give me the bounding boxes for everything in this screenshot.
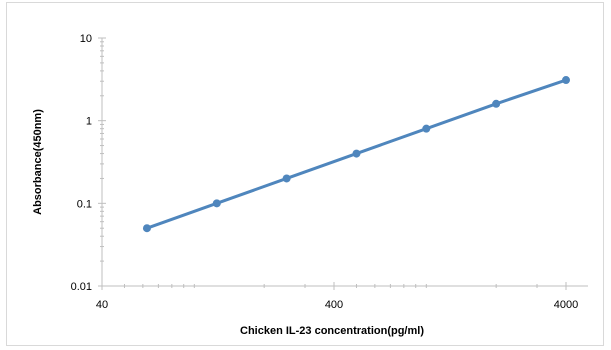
y-tick-label: 0.1 bbox=[77, 198, 92, 210]
y-axis: 0.01 0.1 1 10 bbox=[71, 33, 106, 293]
y-tick-label: 1 bbox=[86, 116, 92, 128]
data-point bbox=[282, 174, 291, 183]
y-tick-label: 0.01 bbox=[71, 281, 92, 293]
x-tick-label: 400 bbox=[325, 299, 343, 311]
series-layer bbox=[142, 76, 570, 233]
x-tick-label: 4000 bbox=[554, 299, 578, 311]
y-axis-title: Absorbance(450nm) bbox=[32, 109, 44, 215]
data-point bbox=[352, 149, 361, 158]
chart-frame bbox=[6, 2, 604, 346]
x-axis-title: Chicken IL-23 concentration(pg/ml) bbox=[240, 325, 424, 337]
x-axis: 40 400 4000 bbox=[96, 282, 588, 311]
data-point bbox=[492, 99, 501, 108]
x-tick-label: 40 bbox=[96, 299, 108, 311]
data-point bbox=[212, 199, 221, 208]
y-tick-label: 10 bbox=[80, 33, 92, 45]
data-point bbox=[142, 224, 151, 233]
data-point bbox=[562, 76, 570, 85]
data-point bbox=[422, 124, 431, 133]
